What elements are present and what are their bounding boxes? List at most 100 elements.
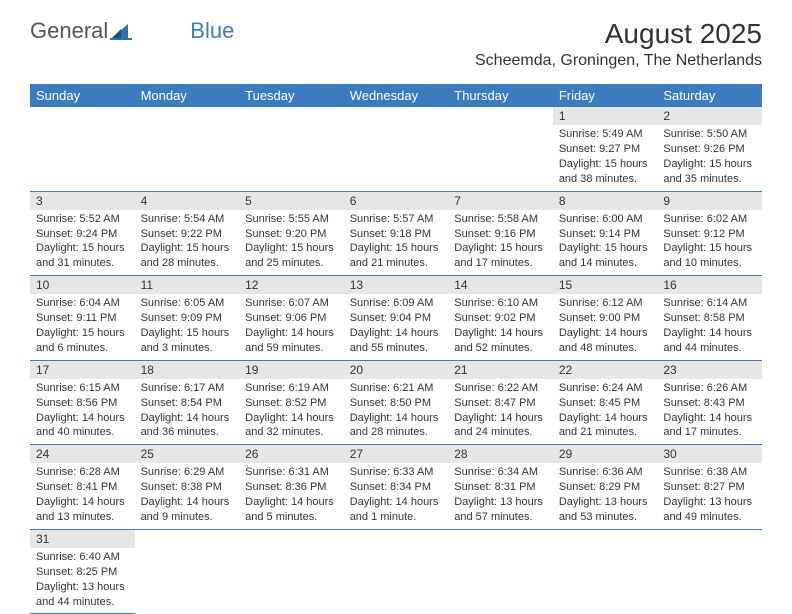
calendar-cell: 18Sunrise: 6:17 AMSunset: 8:54 PMDayligh… <box>135 360 240 445</box>
calendar-cell: 3Sunrise: 5:52 AMSunset: 9:24 PMDaylight… <box>30 191 135 276</box>
calendar-cell: 8Sunrise: 6:00 AMSunset: 9:14 PMDaylight… <box>553 191 658 276</box>
day-details: Sunrise: 6:31 AMSunset: 8:36 PMDaylight:… <box>239 463 344 528</box>
day-number: 31 <box>30 530 135 548</box>
day-number: 13 <box>344 276 449 294</box>
day-number: 9 <box>657 192 762 210</box>
calendar-cell: 10Sunrise: 6:04 AMSunset: 9:11 PMDayligh… <box>30 276 135 361</box>
day-details: Sunrise: 6:21 AMSunset: 8:50 PMDaylight:… <box>344 379 449 444</box>
calendar-cell: 4Sunrise: 5:54 AMSunset: 9:22 PMDaylight… <box>135 191 240 276</box>
day-details: Sunrise: 5:50 AMSunset: 9:26 PMDaylight:… <box>657 125 762 190</box>
day-details: Sunrise: 6:14 AMSunset: 8:58 PMDaylight:… <box>657 294 762 359</box>
calendar-cell-empty <box>657 529 762 614</box>
calendar-cell: 9Sunrise: 6:02 AMSunset: 9:12 PMDaylight… <box>657 191 762 276</box>
day-details: Sunrise: 6:19 AMSunset: 8:52 PMDaylight:… <box>239 379 344 444</box>
calendar-cell: 19Sunrise: 6:19 AMSunset: 8:52 PMDayligh… <box>239 360 344 445</box>
day-number: 22 <box>553 361 658 379</box>
day-details: Sunrise: 6:38 AMSunset: 8:27 PMDaylight:… <box>657 463 762 528</box>
day-number: 5 <box>239 192 344 210</box>
calendar-row: 31Sunrise: 6:40 AMSunset: 8:25 PMDayligh… <box>30 529 762 614</box>
calendar-cell: 16Sunrise: 6:14 AMSunset: 8:58 PMDayligh… <box>657 276 762 361</box>
day-number: 20 <box>344 361 449 379</box>
calendar-cell-empty <box>239 107 344 191</box>
subtitle: Scheemda, Groningen, The Netherlands <box>475 52 762 70</box>
day-number: 4 <box>135 192 240 210</box>
calendar-cell: 14Sunrise: 6:10 AMSunset: 9:02 PMDayligh… <box>448 276 553 361</box>
calendar-cell: 12Sunrise: 6:07 AMSunset: 9:06 PMDayligh… <box>239 276 344 361</box>
day-details: Sunrise: 6:40 AMSunset: 8:25 PMDaylight:… <box>30 548 135 613</box>
calendar-cell: 5Sunrise: 5:55 AMSunset: 9:20 PMDaylight… <box>239 191 344 276</box>
day-number: 19 <box>239 361 344 379</box>
day-details: Sunrise: 6:10 AMSunset: 9:02 PMDaylight:… <box>448 294 553 359</box>
day-number: 23 <box>657 361 762 379</box>
sail-icon <box>110 21 132 41</box>
calendar-cell: 21Sunrise: 6:22 AMSunset: 8:47 PMDayligh… <box>448 360 553 445</box>
day-number: 6 <box>344 192 449 210</box>
day-number: 1 <box>553 107 658 125</box>
day-details: Sunrise: 5:54 AMSunset: 9:22 PMDaylight:… <box>135 210 240 275</box>
day-header: Sunday <box>30 84 135 107</box>
calendar-cell: 2Sunrise: 5:50 AMSunset: 9:26 PMDaylight… <box>657 107 762 191</box>
calendar-cell: 27Sunrise: 6:33 AMSunset: 8:34 PMDayligh… <box>344 445 449 530</box>
calendar-cell-empty <box>448 529 553 614</box>
calendar-cell: 29Sunrise: 6:36 AMSunset: 8:29 PMDayligh… <box>553 445 658 530</box>
day-details: Sunrise: 5:49 AMSunset: 9:27 PMDaylight:… <box>553 125 658 190</box>
day-details: Sunrise: 6:36 AMSunset: 8:29 PMDaylight:… <box>553 463 658 528</box>
calendar-cell: 17Sunrise: 6:15 AMSunset: 8:56 PMDayligh… <box>30 360 135 445</box>
calendar-row: 17Sunrise: 6:15 AMSunset: 8:56 PMDayligh… <box>30 360 762 445</box>
day-number: 10 <box>30 276 135 294</box>
day-header: Wednesday <box>344 84 449 107</box>
calendar-cell: 24Sunrise: 6:28 AMSunset: 8:41 PMDayligh… <box>30 445 135 530</box>
logo-text-1: General <box>30 18 108 44</box>
day-header: Monday <box>135 84 240 107</box>
day-details: Sunrise: 6:22 AMSunset: 8:47 PMDaylight:… <box>448 379 553 444</box>
day-number: 29 <box>553 445 658 463</box>
calendar-cell: 7Sunrise: 5:58 AMSunset: 9:16 PMDaylight… <box>448 191 553 276</box>
header: General Blue August 2025 Scheemda, Groni… <box>0 0 792 78</box>
day-details: Sunrise: 6:07 AMSunset: 9:06 PMDaylight:… <box>239 294 344 359</box>
calendar-cell: 28Sunrise: 6:34 AMSunset: 8:31 PMDayligh… <box>448 445 553 530</box>
calendar-row: 10Sunrise: 6:04 AMSunset: 9:11 PMDayligh… <box>30 276 762 361</box>
day-number: 3 <box>30 192 135 210</box>
calendar-row: 1Sunrise: 5:49 AMSunset: 9:27 PMDaylight… <box>30 107 762 191</box>
page-title: August 2025 <box>475 18 762 50</box>
calendar-cell: 31Sunrise: 6:40 AMSunset: 8:25 PMDayligh… <box>30 529 135 614</box>
day-number: 27 <box>344 445 449 463</box>
calendar-cell-empty <box>30 107 135 191</box>
day-number: 8 <box>553 192 658 210</box>
logo-text-2: Blue <box>190 18 234 44</box>
calendar-cell-empty <box>344 107 449 191</box>
day-details: Sunrise: 6:09 AMSunset: 9:04 PMDaylight:… <box>344 294 449 359</box>
calendar-cell: 30Sunrise: 6:38 AMSunset: 8:27 PMDayligh… <box>657 445 762 530</box>
day-number: 14 <box>448 276 553 294</box>
day-details: Sunrise: 6:33 AMSunset: 8:34 PMDaylight:… <box>344 463 449 528</box>
calendar-row: 24Sunrise: 6:28 AMSunset: 8:41 PMDayligh… <box>30 445 762 530</box>
calendar-row: 3Sunrise: 5:52 AMSunset: 9:24 PMDaylight… <box>30 191 762 276</box>
day-details: Sunrise: 6:05 AMSunset: 9:09 PMDaylight:… <box>135 294 240 359</box>
calendar-cell-empty <box>135 529 240 614</box>
day-number: 17 <box>30 361 135 379</box>
calendar-cell-empty <box>239 529 344 614</box>
day-details: Sunrise: 5:52 AMSunset: 9:24 PMDaylight:… <box>30 210 135 275</box>
calendar-cell-empty <box>553 529 658 614</box>
day-number: 16 <box>657 276 762 294</box>
calendar-header-row: SundayMondayTuesdayWednesdayThursdayFrid… <box>30 84 762 107</box>
day-header: Saturday <box>657 84 762 107</box>
calendar-table: SundayMondayTuesdayWednesdayThursdayFrid… <box>30 84 762 614</box>
day-number: 26 <box>239 445 344 463</box>
day-number: 11 <box>135 276 240 294</box>
calendar-cell-empty <box>344 529 449 614</box>
day-number: 30 <box>657 445 762 463</box>
day-header: Thursday <box>448 84 553 107</box>
day-details: Sunrise: 6:15 AMSunset: 8:56 PMDaylight:… <box>30 379 135 444</box>
calendar-cell: 13Sunrise: 6:09 AMSunset: 9:04 PMDayligh… <box>344 276 449 361</box>
day-details: Sunrise: 6:28 AMSunset: 8:41 PMDaylight:… <box>30 463 135 528</box>
calendar-cell: 23Sunrise: 6:26 AMSunset: 8:43 PMDayligh… <box>657 360 762 445</box>
day-number: 21 <box>448 361 553 379</box>
title-block: August 2025 Scheemda, Groningen, The Net… <box>475 18 762 70</box>
calendar-cell: 1Sunrise: 5:49 AMSunset: 9:27 PMDaylight… <box>553 107 658 191</box>
day-header: Tuesday <box>239 84 344 107</box>
day-number: 24 <box>30 445 135 463</box>
calendar-cell-empty <box>448 107 553 191</box>
day-details: Sunrise: 6:12 AMSunset: 9:00 PMDaylight:… <box>553 294 658 359</box>
calendar-cell: 6Sunrise: 5:57 AMSunset: 9:18 PMDaylight… <box>344 191 449 276</box>
